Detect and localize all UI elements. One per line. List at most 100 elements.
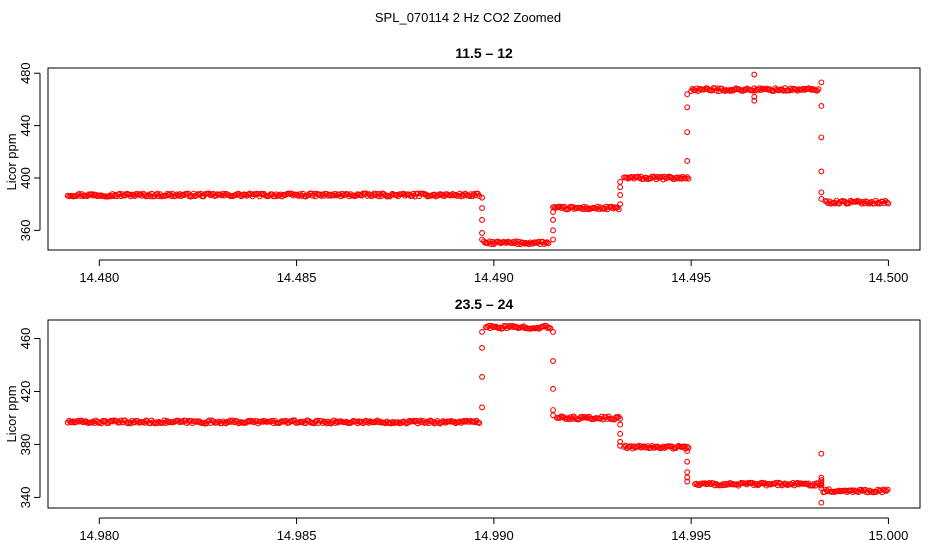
x-tick-label: 14.980 [79, 528, 119, 540]
data-point [418, 419, 425, 426]
data-point [147, 420, 154, 427]
data-point [815, 86, 822, 93]
data-point [621, 444, 628, 450]
data-segment [621, 173, 692, 183]
data-segment [621, 442, 692, 452]
data-point [883, 487, 890, 494]
data-segment [688, 85, 822, 95]
transition-point [479, 230, 485, 236]
transition-point [684, 158, 691, 164]
data-point [731, 86, 738, 93]
transition-point [818, 168, 825, 175]
data-point [89, 418, 96, 425]
transition-point [684, 469, 691, 476]
transition-point [479, 194, 485, 201]
data-point [544, 239, 550, 246]
y-tick-label: 360 [18, 220, 33, 242]
data-segment [481, 238, 552, 248]
data-point [124, 420, 131, 427]
x-tick-label: 14.990 [474, 528, 514, 540]
transition-point [684, 129, 691, 136]
data-segment [820, 486, 891, 496]
transition-point [479, 216, 485, 223]
panel-1-points [64, 71, 892, 248]
panel-2-x-axis: 14.980 14.985 14.990 14.995 15.000 [79, 517, 908, 540]
transition-point [479, 328, 485, 335]
chart-panel-1: 11.5 – 12 Licor ppm 14.480 14.485 14.490 14… [4, 45, 921, 285]
transition-point [818, 103, 825, 109]
data-point [780, 481, 787, 488]
transition-point [550, 236, 556, 243]
data-point [206, 190, 213, 197]
data-point [476, 420, 483, 426]
data-point [451, 418, 458, 425]
data-point [259, 419, 266, 425]
panel-2-ylabel: Licor ppm [4, 385, 19, 442]
data-point [853, 198, 860, 205]
panel-1-x-axis: 14.480 14.485 14.490 14.495 14.500 [79, 259, 908, 285]
transition-point [617, 201, 624, 208]
transition-point [684, 104, 691, 111]
data-segment [550, 203, 622, 213]
transition-point [479, 236, 485, 243]
data-point [788, 87, 795, 93]
data-point [348, 419, 355, 425]
data-point [127, 193, 134, 200]
data-point [706, 479, 713, 486]
data-point [668, 174, 675, 181]
outlier-point [751, 71, 758, 78]
data-point [547, 325, 554, 332]
data-point [800, 85, 807, 92]
transition-point [550, 358, 556, 364]
data-point [793, 86, 800, 93]
y-tick-label: 420 [18, 381, 33, 403]
data-point [756, 481, 763, 487]
chart-panel-2: 23.5 – 24 Licor ppm 14.980 14.985 14.990 14… [4, 296, 921, 540]
transition-point [550, 385, 556, 392]
data-point [682, 175, 689, 182]
data-point [684, 174, 691, 181]
data-point [527, 239, 534, 246]
transition-point [617, 438, 624, 445]
data-point [410, 190, 417, 197]
transition-point [617, 430, 624, 437]
data-point [339, 190, 346, 197]
transition-point [550, 412, 556, 419]
transition-point [617, 421, 624, 428]
data-point [752, 87, 759, 94]
data-point [651, 444, 658, 451]
x-tick-label: 14.995 [671, 528, 711, 540]
y-tick-label: 460 [18, 328, 33, 350]
data-point [858, 486, 865, 493]
data-point [486, 238, 493, 245]
x-tick-label: 14.480 [79, 270, 119, 285]
data-point [750, 482, 757, 489]
data-point [693, 480, 700, 487]
data-point [640, 176, 647, 183]
data-point [783, 480, 790, 487]
data-point [842, 487, 849, 494]
transition-point [684, 448, 691, 455]
transition-point [550, 216, 556, 223]
data-point [302, 193, 309, 200]
data-point [222, 420, 229, 427]
data-point [154, 420, 161, 427]
data-point [333, 418, 340, 425]
panel-2-plot-frame [47, 319, 921, 509]
data-point [814, 87, 821, 94]
data-point [470, 190, 477, 197]
data-point [615, 206, 622, 213]
panel-1-plot-frame [47, 67, 921, 251]
data-point [714, 85, 721, 92]
data-point [438, 419, 445, 426]
transition-point [550, 328, 556, 335]
data-point [395, 419, 402, 426]
y-tick-label: 400 [18, 167, 33, 189]
data-point [635, 173, 642, 180]
transition-point [479, 344, 485, 351]
panel-1-ylabel: Licor ppm [4, 133, 19, 190]
transition-point [818, 482, 825, 489]
transition-point [479, 404, 485, 411]
data-segment [64, 190, 483, 200]
